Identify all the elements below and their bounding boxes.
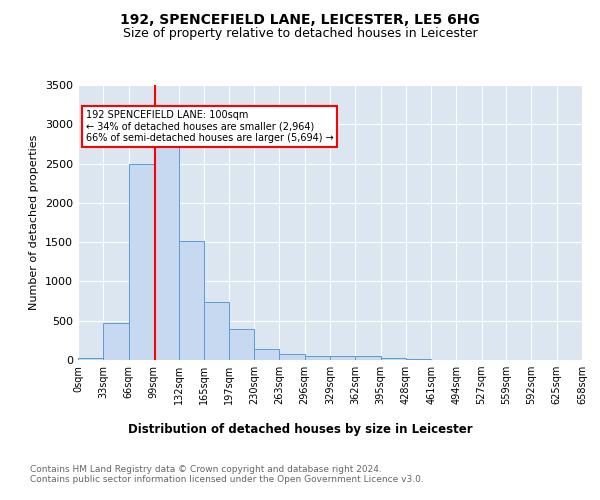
Text: Contains HM Land Registry data © Crown copyright and database right 2024.
Contai: Contains HM Land Registry data © Crown c…: [30, 465, 424, 484]
Bar: [355, 356, 380, 360]
Bar: [254, 349, 280, 360]
Text: 192 SPENCEFIELD LANE: 100sqm
← 34% of detached houses are smaller (2,964)
66% of: 192 SPENCEFIELD LANE: 100sqm ← 34% of de…: [86, 110, 334, 144]
Bar: [154, 138, 179, 360]
Text: 192, SPENCEFIELD LANE, LEICESTER, LE5 6HG: 192, SPENCEFIELD LANE, LEICESTER, LE5 6H…: [120, 12, 480, 26]
Bar: [205, 302, 229, 360]
Bar: [305, 356, 330, 360]
Text: Size of property relative to detached houses in Leicester: Size of property relative to detached ho…: [122, 28, 478, 40]
Bar: [179, 242, 205, 360]
Bar: [380, 358, 406, 360]
Bar: [128, 164, 154, 360]
Bar: [103, 323, 128, 360]
Bar: [78, 358, 103, 360]
Bar: [406, 359, 431, 360]
Text: Distribution of detached houses by size in Leicester: Distribution of detached houses by size …: [128, 422, 472, 436]
Y-axis label: Number of detached properties: Number of detached properties: [29, 135, 40, 310]
Bar: [229, 330, 254, 360]
Bar: [330, 356, 355, 360]
Bar: [280, 354, 305, 360]
